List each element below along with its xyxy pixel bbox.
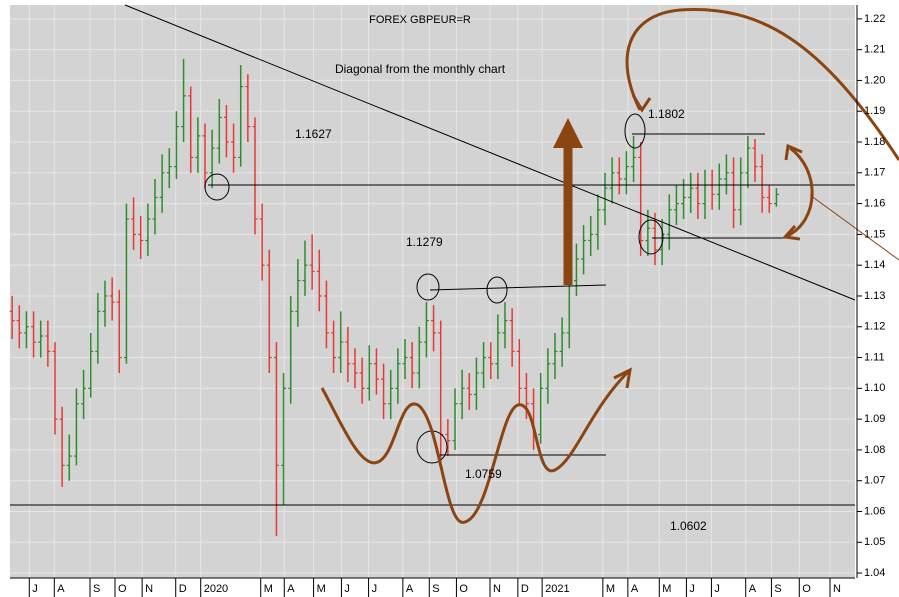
grid [10, 5, 855, 578]
curve [625, 8, 899, 161]
y-tick-label: 1.20 [864, 74, 885, 86]
arrow-head [631, 94, 652, 113]
y-tick-label: 1.13 [864, 290, 885, 302]
x-tick-label: M [606, 583, 615, 595]
x-tick-label: 2020 [204, 583, 228, 595]
arrow-head [781, 224, 801, 241]
x-tick-label: D [521, 583, 529, 595]
x-tick-label: A [631, 583, 639, 595]
ohlc-bars [9, 58, 779, 537]
y-tick-label: 1.11 [864, 351, 885, 363]
y-tick-label: 1.08 [864, 444, 885, 456]
axes: 1.04 1.05 1.06 1.07 1.08 1.09 1.10 1.11 1.12 1.13… [28, 13, 885, 597]
x-tick-label: S [93, 583, 100, 595]
y-tick-label: 1.12 [864, 321, 885, 333]
big-arrow-head [553, 118, 583, 148]
curve [320, 370, 630, 524]
x-tick-label: S [432, 583, 439, 595]
annotation: Diagonal from the monthly chart [335, 62, 506, 76]
annotation: 1.1802 [648, 107, 685, 121]
y-tick-label: 1.21 [864, 44, 885, 56]
annotation: 1.1627 [295, 127, 332, 141]
annotation: 1.0759 [465, 467, 502, 481]
x-tick-label: J [344, 583, 350, 595]
y-tick-label: 1.18 [864, 136, 885, 148]
y-tick-label: 1.07 [864, 475, 885, 487]
y-tick-label: 1.19 [864, 105, 885, 117]
x-tick-label: O [802, 583, 811, 595]
x-tick-label: N [145, 583, 153, 595]
y-tick-label: 1.10 [864, 382, 885, 394]
x-tick-label: A [57, 583, 65, 595]
x-tick-label: A [406, 583, 414, 595]
x-tick-label: J [714, 583, 720, 595]
x-tick-label: M [264, 583, 273, 595]
annotation: 1.0602 [670, 519, 707, 533]
x-tick-label: N [493, 583, 501, 595]
x-tick-label: S [774, 583, 781, 595]
thin-line [809, 194, 899, 261]
circle [416, 273, 440, 301]
circle [204, 173, 230, 201]
x-tick-label: M [662, 583, 671, 595]
y-tick-label: 1.17 [864, 167, 885, 179]
curve [786, 146, 814, 238]
x-tick-label: J [32, 583, 38, 595]
x-tick-label: O [118, 583, 127, 595]
diagonal-line [124, 4, 856, 301]
circle [624, 113, 646, 149]
y-tick-label: 1.22 [864, 13, 885, 25]
y-tick-label: 1.04 [864, 567, 885, 579]
chart-title: FOREX GBPEUR=R [369, 14, 471, 26]
x-tick-label: J [372, 583, 378, 595]
y-tick-label: 1.16 [864, 198, 885, 210]
x-tick-label: J [689, 583, 695, 595]
x-tick-label: 2021 [545, 583, 569, 595]
y-tick-label: 1.15 [864, 228, 885, 240]
y-tick-label: 1.06 [864, 505, 885, 517]
arrow-head [613, 367, 632, 389]
annotation: 1.1279 [406, 235, 443, 249]
y-tick-label: 1.05 [864, 536, 885, 548]
x-tick-label: A [749, 583, 757, 595]
x-tick-label: M [317, 583, 326, 595]
circle [486, 276, 508, 304]
x-tick-label: O [459, 583, 468, 595]
y-tick-label: 1.14 [864, 259, 885, 271]
x-tick-label: N [833, 583, 841, 595]
y-tick-label: 1.09 [864, 413, 885, 425]
arrow-head [784, 143, 803, 161]
level-line [429, 284, 607, 291]
x-tick-label: D [179, 583, 187, 595]
circle [638, 219, 664, 255]
x-tick-label: A [287, 583, 295, 595]
brown-drawings [320, 8, 899, 524]
plot-area [10, 5, 855, 578]
